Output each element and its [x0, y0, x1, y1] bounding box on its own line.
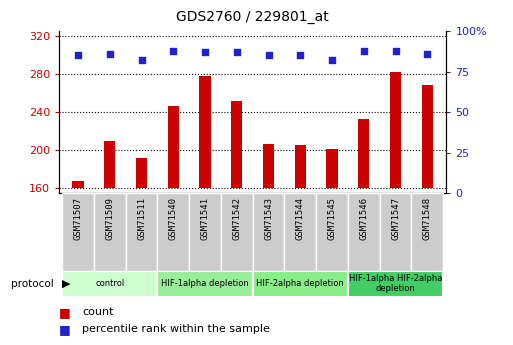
Bar: [231, 101, 242, 188]
Point: [360, 48, 368, 53]
Text: percentile rank within the sample: percentile rank within the sample: [82, 325, 270, 334]
Text: protocol: protocol: [11, 279, 54, 289]
Bar: [294, 145, 306, 188]
Bar: [348, 193, 380, 271]
Bar: [253, 271, 348, 297]
Text: GSM71540: GSM71540: [169, 197, 178, 240]
Bar: [168, 106, 179, 188]
Text: ■: ■: [59, 306, 71, 319]
Point: [296, 52, 304, 58]
Bar: [358, 119, 369, 188]
Bar: [200, 76, 211, 188]
Text: ■: ■: [59, 323, 71, 336]
Bar: [411, 193, 443, 271]
Point: [106, 51, 114, 57]
Text: GSM71507: GSM71507: [73, 197, 83, 240]
Bar: [157, 271, 253, 297]
Text: HIF-2alpha depletion: HIF-2alpha depletion: [256, 279, 344, 288]
Text: GSM71541: GSM71541: [201, 197, 209, 240]
Point: [169, 48, 177, 53]
Point: [201, 49, 209, 55]
Text: GSM71511: GSM71511: [137, 197, 146, 240]
Point: [74, 52, 82, 58]
Text: GSM71543: GSM71543: [264, 197, 273, 240]
Text: HIF-1alpha depletion: HIF-1alpha depletion: [161, 279, 249, 288]
Bar: [62, 193, 94, 271]
Text: GSM71542: GSM71542: [232, 197, 241, 240]
Bar: [221, 193, 253, 271]
Text: GSM71509: GSM71509: [105, 197, 114, 240]
Bar: [422, 86, 433, 188]
Bar: [380, 193, 411, 271]
Bar: [390, 72, 401, 188]
Text: GSM71546: GSM71546: [359, 197, 368, 240]
Bar: [157, 193, 189, 271]
Point: [423, 51, 431, 57]
Text: control: control: [95, 279, 125, 288]
Point: [328, 58, 336, 63]
Point: [391, 48, 400, 53]
Bar: [94, 193, 126, 271]
Bar: [126, 193, 157, 271]
Text: GSM71545: GSM71545: [327, 197, 337, 240]
Point: [137, 58, 146, 63]
Bar: [348, 271, 443, 297]
Bar: [316, 193, 348, 271]
Text: GSM71544: GSM71544: [296, 197, 305, 240]
Bar: [72, 181, 84, 188]
Text: GSM71547: GSM71547: [391, 197, 400, 240]
Point: [264, 52, 272, 58]
Bar: [62, 271, 157, 297]
Bar: [253, 193, 284, 271]
Text: ▶: ▶: [62, 279, 70, 289]
Text: count: count: [82, 307, 113, 317]
Bar: [104, 141, 115, 188]
Bar: [263, 144, 274, 188]
Bar: [326, 149, 338, 188]
Text: GSM71548: GSM71548: [423, 197, 432, 240]
Text: GDS2760 / 229801_at: GDS2760 / 229801_at: [176, 10, 329, 24]
Text: HIF-1alpha HIF-2alpha
depletion: HIF-1alpha HIF-2alpha depletion: [349, 274, 442, 294]
Bar: [284, 193, 316, 271]
Bar: [136, 158, 147, 188]
Point: [233, 49, 241, 55]
Bar: [189, 193, 221, 271]
